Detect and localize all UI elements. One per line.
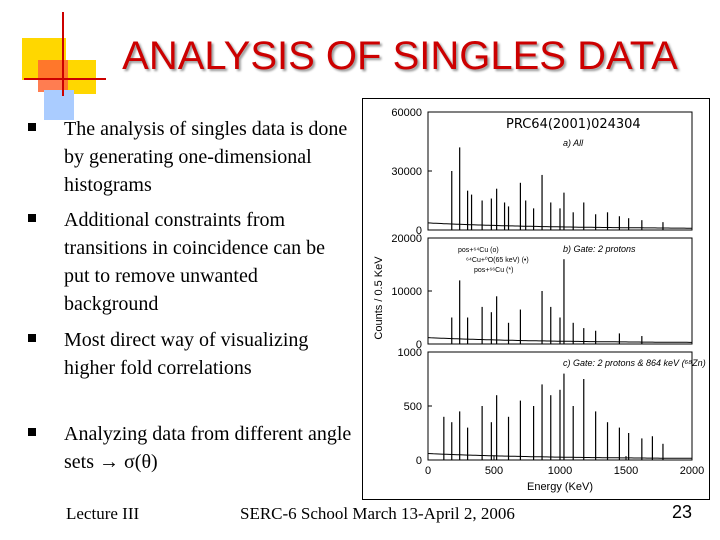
decor-vertical-line <box>62 12 64 96</box>
bullet-text: The analysis of singles data is done by … <box>64 118 348 196</box>
x-tick-label: 1000 <box>548 465 572 477</box>
spectrum-figure: PRC64(2001)024304 a) All 0 30000 60000 b) Gat… <box>362 98 710 500</box>
bullet-square-icon <box>28 428 36 436</box>
bullet-text: Additional constraints from transitions … <box>64 209 326 315</box>
y-tick-label: 1000 <box>398 347 422 359</box>
y-tick-label: 0 <box>416 455 422 467</box>
decor-horizontal-line <box>24 78 106 80</box>
bullet-square-icon <box>28 123 36 131</box>
y-tick-label: 500 <box>404 401 422 413</box>
bullet-text: Analyzing data from different angle sets… <box>64 423 352 473</box>
slide-title: ANALYSIS OF SINGLES DATA <box>122 34 678 78</box>
x-tick-label: 1500 <box>614 465 638 477</box>
bullet-square-icon <box>28 334 36 342</box>
panel-annotation: ⁶⁴Cu+⁰O(65 keV) (•) <box>466 256 529 264</box>
panel-label: c) Gate: 2 protons & 864 keV (⁶⁸Zn) <box>563 358 706 368</box>
x-tick-label: 500 <box>485 465 503 477</box>
y-tick-label: 60000 <box>391 107 422 119</box>
reference-label: PRC64(2001)024304 <box>506 117 641 132</box>
bullet-square-icon <box>28 214 36 222</box>
y-tick-label: 0 <box>416 225 422 237</box>
page-number: 23 <box>672 502 693 522</box>
bullet-text: Most direct way of visualizing higher fo… <box>64 329 309 379</box>
y-axis-label: Counts / 0.5 KeV <box>373 256 385 340</box>
footer-lecture: Lecture III <box>66 504 140 523</box>
decor-blue-square <box>44 90 74 120</box>
panel-label: b) Gate: 2 protons <box>563 244 636 254</box>
y-tick-label: 20000 <box>391 233 422 245</box>
y-tick-label: 10000 <box>391 286 422 298</box>
x-tick-label: 0 <box>425 465 431 477</box>
x-tick-label: 2000 <box>680 465 704 477</box>
y-tick-label: 30000 <box>391 166 422 178</box>
panel-annotation: pos+⁶⁶Cu (*) <box>474 267 513 274</box>
panel-annotation: pos+⁶⁴Cu (o) <box>458 247 499 254</box>
footer-event: SERC-6 School March 13-April 2, 2006 <box>240 504 515 523</box>
spectrum-chart: PRC64(2001)024304 a) All 0 30000 60000 b) Gat… <box>362 98 710 500</box>
x-axis-label: Energy (KeV) <box>527 481 593 493</box>
panel-label: a) All <box>563 138 584 148</box>
y-tick-label: 0 <box>416 339 422 351</box>
